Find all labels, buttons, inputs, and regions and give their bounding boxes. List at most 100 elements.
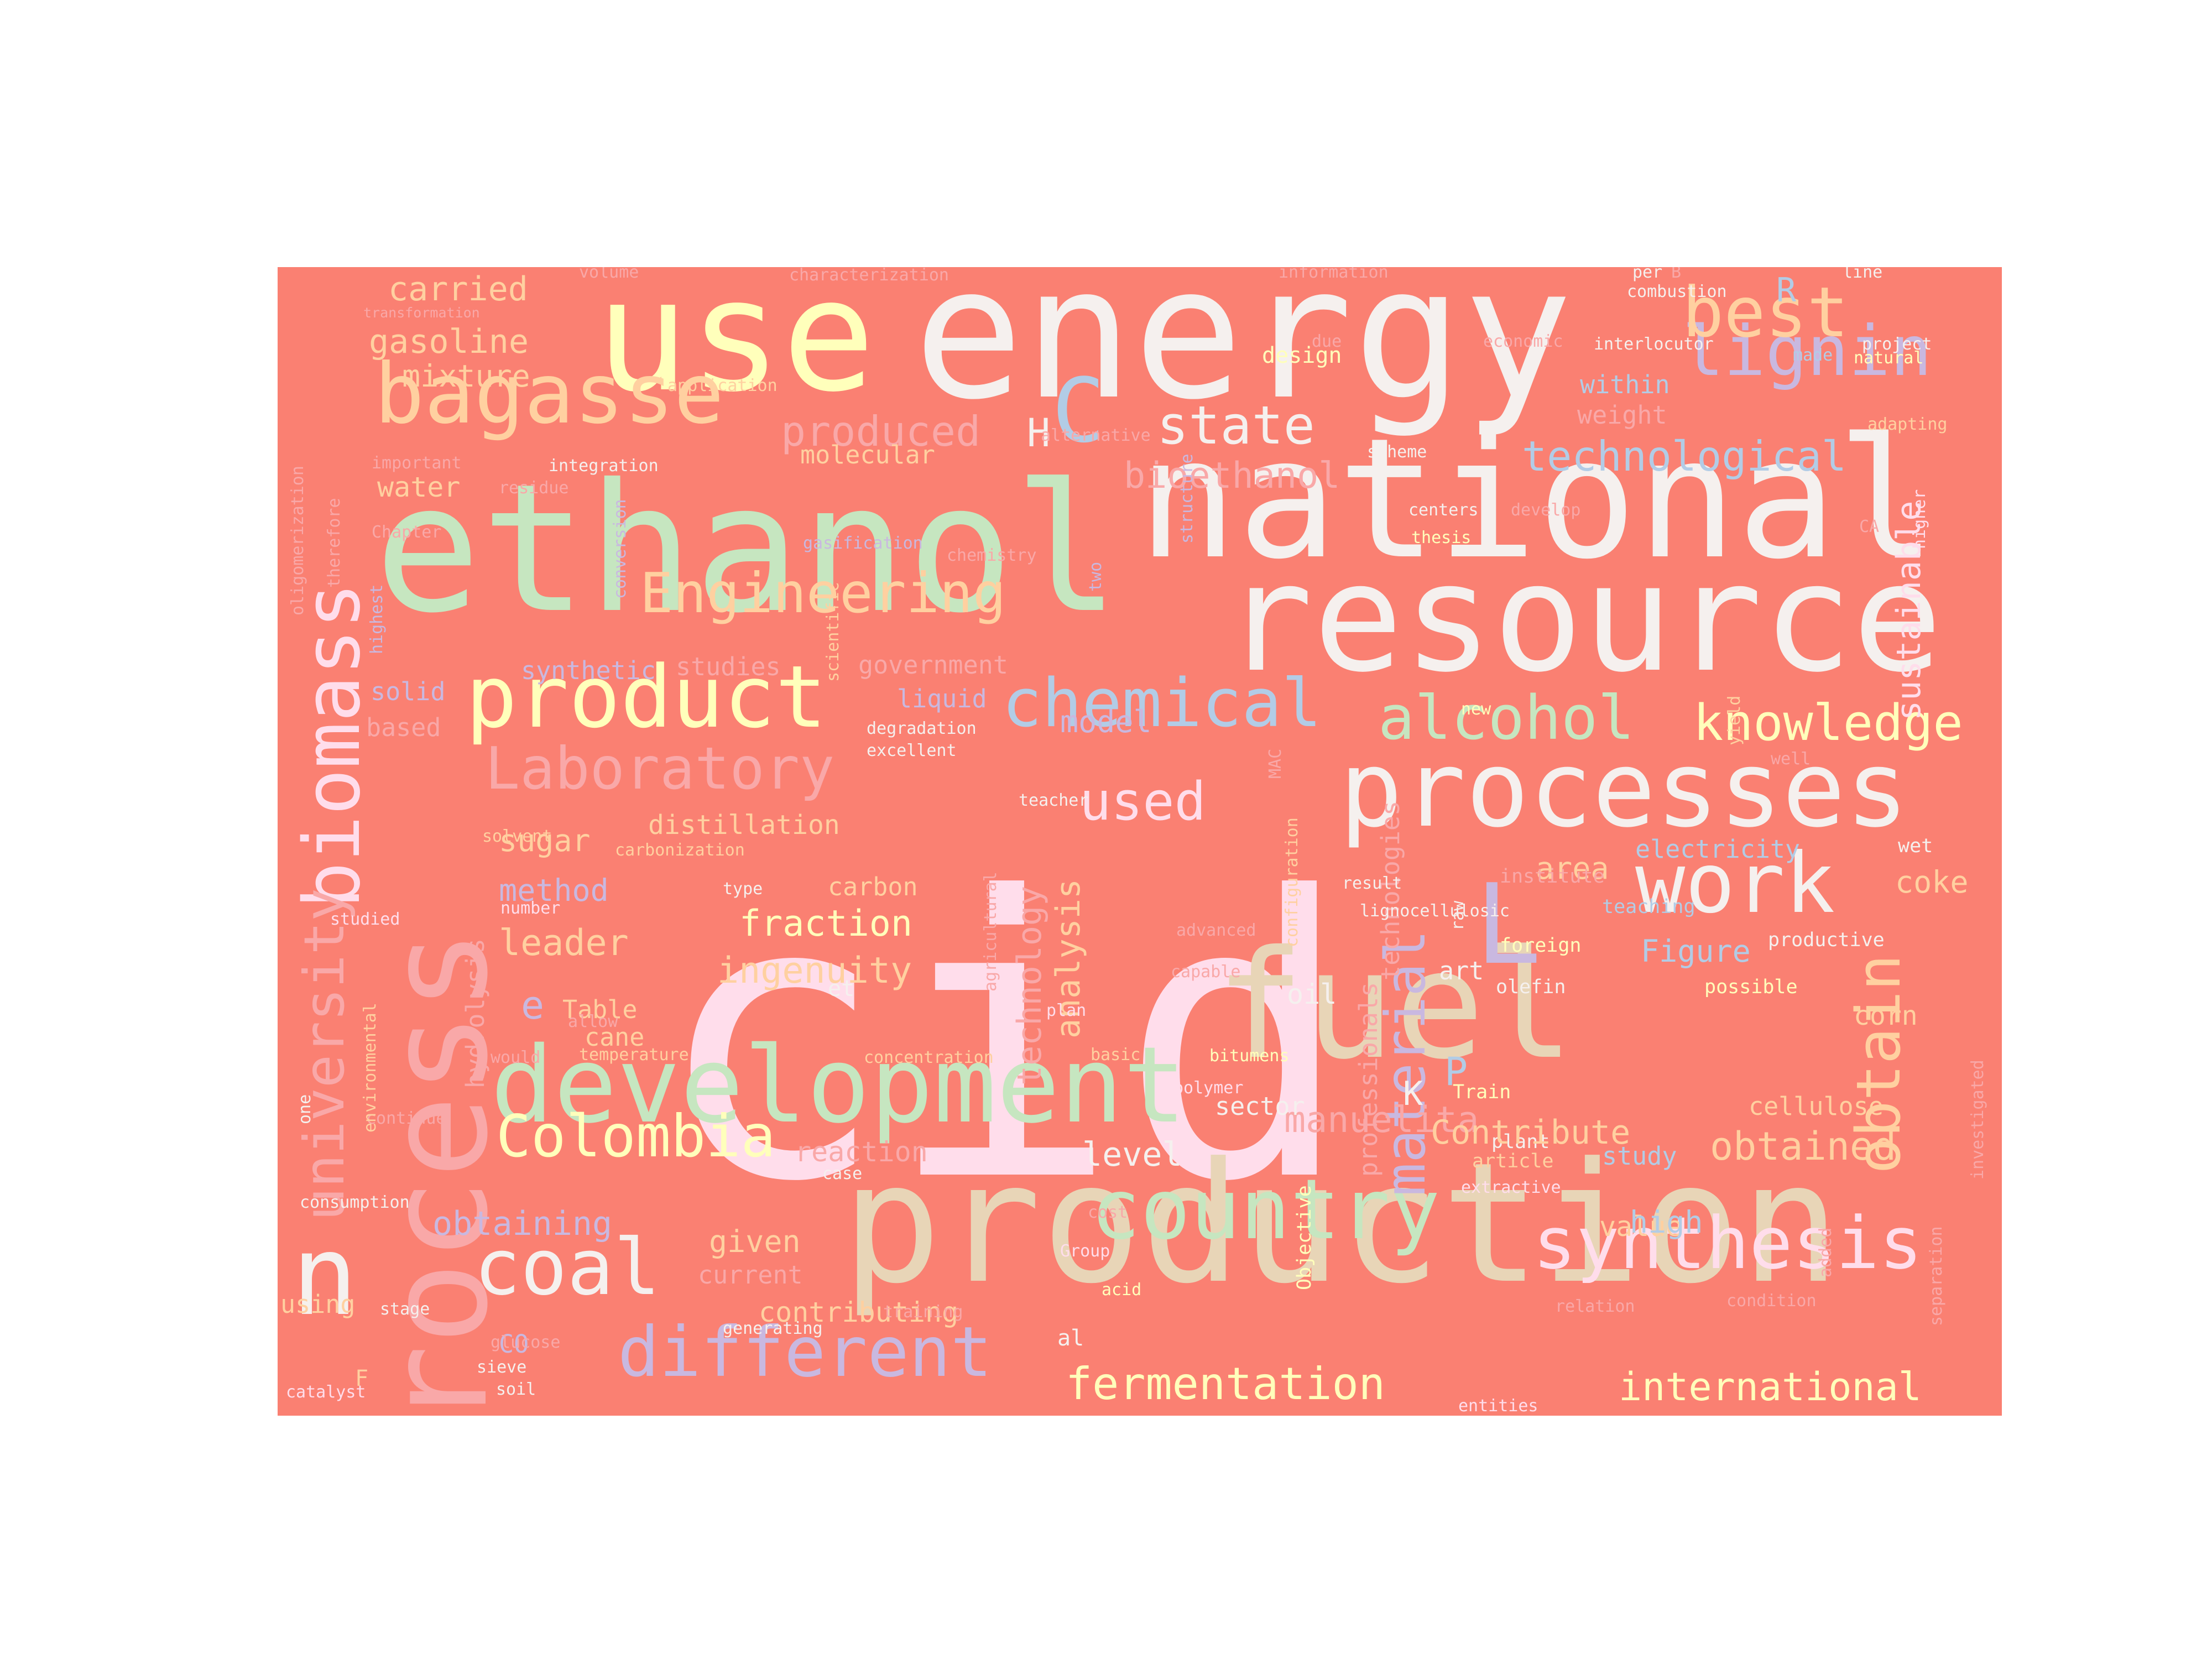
cloud-word: sector bbox=[1215, 1092, 1305, 1121]
cloud-word: P bbox=[1444, 1049, 1468, 1094]
cloud-word: bioethanol bbox=[1124, 455, 1340, 497]
cloud-word: processes bbox=[1339, 728, 1909, 851]
cloud-word: yield bbox=[1725, 695, 1744, 745]
cloud-word: C bbox=[1052, 359, 1105, 462]
cloud-word: develop bbox=[1511, 500, 1581, 520]
cloud-word: centers bbox=[1408, 500, 1479, 520]
cloud-word: added bbox=[1816, 1227, 1835, 1277]
cloud-word: condition bbox=[1726, 1291, 1817, 1311]
cloud-word: produced bbox=[781, 407, 981, 456]
cloud-word: biomass bbox=[288, 582, 378, 909]
cloud-word: using bbox=[280, 1290, 356, 1319]
cloud-word: national bbox=[1138, 403, 1937, 596]
cloud-word: plan bbox=[1046, 1001, 1087, 1020]
cloud-word: reaction bbox=[795, 1136, 928, 1168]
cloud-word: economic bbox=[1483, 332, 1563, 351]
cloud-word: allow bbox=[568, 1012, 618, 1031]
cloud-word: lignocellulosic bbox=[1360, 901, 1510, 921]
cloud-word: soil bbox=[496, 1380, 536, 1399]
cloud-word: knowledge bbox=[1693, 694, 1963, 752]
cloud-word: method bbox=[499, 873, 609, 908]
cloud-word: environmental bbox=[361, 1003, 380, 1133]
cloud-word: due bbox=[1312, 332, 1342, 351]
cloud-word: hydrolysis bbox=[461, 938, 490, 1088]
cloud-word: Engineering bbox=[640, 561, 1006, 625]
cloud-word: best bbox=[1682, 273, 1849, 353]
cloud-word: residue bbox=[499, 478, 569, 498]
cloud-word: foreign bbox=[1500, 935, 1582, 957]
cloud-word: art bbox=[1439, 956, 1484, 985]
cloud-word: mixture bbox=[402, 358, 530, 394]
cloud-word: chemical bbox=[1002, 665, 1322, 742]
cloud-word: level bbox=[1082, 1135, 1182, 1174]
cloud-word: result bbox=[1342, 874, 1402, 893]
cloud-word: given bbox=[709, 1224, 801, 1259]
cloud-word: training bbox=[883, 1302, 963, 1322]
cloud-word: therefore bbox=[325, 498, 344, 588]
cloud-word: B bbox=[1671, 267, 1682, 282]
cloud-word: agricultural bbox=[981, 872, 1000, 992]
cloud-word: n bbox=[291, 1212, 358, 1340]
cloud-word: development bbox=[491, 1024, 1187, 1146]
cloud-word: R bbox=[1776, 271, 1797, 310]
cloud-word: studies bbox=[676, 652, 781, 681]
cloud-word: concentration bbox=[864, 1048, 994, 1067]
cloud-word: production bbox=[842, 1127, 1841, 1320]
cloud-word: one bbox=[295, 1094, 315, 1124]
cloud-word: degradation bbox=[867, 719, 977, 738]
cloud-word: integration bbox=[549, 456, 659, 476]
cloud-word: case bbox=[822, 1164, 863, 1183]
cloud-word: Chapter bbox=[372, 523, 442, 542]
cloud-word: olefin bbox=[1496, 976, 1566, 998]
cloud-word: fraction bbox=[739, 903, 913, 945]
cloud-word: technology bbox=[1010, 885, 1049, 1086]
cloud-word: synthetic bbox=[521, 656, 656, 685]
cloud-word: different bbox=[618, 1312, 993, 1392]
cloud-word: carbonization bbox=[615, 841, 745, 860]
cloud-word: based bbox=[366, 713, 441, 742]
cloud-word: productive bbox=[1768, 929, 1885, 951]
cloud-word: article bbox=[1472, 1150, 1554, 1172]
cloud-word: used bbox=[1079, 771, 1206, 832]
cloud-word: weight bbox=[1577, 400, 1667, 430]
cloud-word: ethanol bbox=[374, 446, 1120, 652]
cloud-word: number bbox=[500, 899, 561, 918]
cloud-word: et bbox=[828, 976, 855, 1001]
cloud-word: Figure bbox=[1641, 933, 1751, 969]
cloud-word: temperature bbox=[579, 1045, 689, 1065]
cloud-word: Objective bbox=[1293, 1185, 1316, 1290]
cloud-word: Laboratory bbox=[485, 735, 835, 802]
cloud-word: international bbox=[1619, 1364, 1922, 1410]
cloud-word: wet bbox=[1898, 835, 1933, 857]
cloud-word: CA bbox=[1859, 517, 1880, 536]
cloud-word: bagasse bbox=[374, 346, 724, 442]
cloud-word: information bbox=[1279, 267, 1389, 282]
cloud-word: government bbox=[858, 650, 1008, 680]
cloud-word: Group bbox=[1060, 1241, 1110, 1261]
cloud-word: cane bbox=[585, 1022, 645, 1052]
cloud-word: cost bbox=[1088, 1203, 1128, 1222]
cloud-word: made bbox=[1793, 346, 1833, 365]
cloud-word: catalyst bbox=[286, 1383, 366, 1402]
cloud-word: high bbox=[1630, 1204, 1703, 1240]
cloud-word: al bbox=[1057, 1326, 1084, 1351]
cloud-word: important bbox=[372, 453, 462, 473]
cloud-word: new bbox=[1461, 700, 1491, 719]
cloud-word: work bbox=[1635, 836, 1835, 932]
cloud-word: project bbox=[1862, 335, 1932, 354]
cloud-word: highest bbox=[367, 584, 387, 654]
cloud-word: fermentation bbox=[1066, 1358, 1385, 1410]
cloud-word: state bbox=[1157, 395, 1315, 456]
cloud-word: sugar bbox=[499, 823, 591, 858]
cloud-word: liquid bbox=[897, 684, 987, 713]
cloud-word: distillation bbox=[648, 810, 840, 841]
cloud-word: value bbox=[1599, 1211, 1683, 1243]
cloud-word: advanced bbox=[1176, 921, 1256, 940]
cloud-word: e bbox=[521, 983, 545, 1028]
cloud-word: model bbox=[1060, 704, 1152, 739]
cloud-word: alternative bbox=[1041, 426, 1151, 445]
cloud-word: teaching bbox=[1602, 896, 1695, 918]
cloud-word: product bbox=[466, 647, 827, 747]
cloud-word: gasoline bbox=[369, 322, 529, 361]
cloud-word: oligomerization bbox=[288, 466, 307, 615]
